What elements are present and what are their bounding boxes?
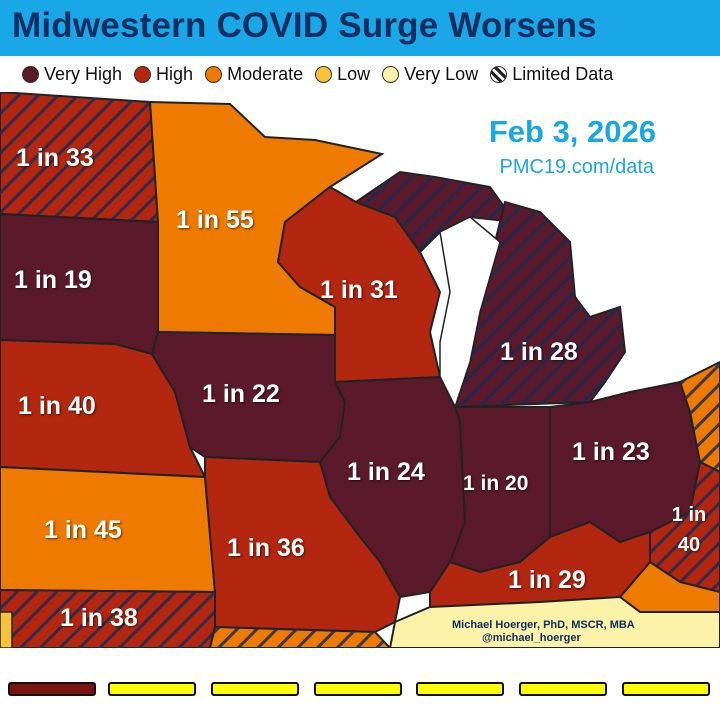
timeline-step-7[interactable] bbox=[622, 682, 710, 696]
timeline-step-2[interactable] bbox=[108, 682, 196, 696]
label-north-dakota: 1 in 33 bbox=[16, 144, 94, 172]
label-illinois: 1 in 24 bbox=[347, 458, 425, 486]
label-kansas: 1 in 45 bbox=[44, 516, 122, 544]
author-credit: Michael Hoerger, PhD, MSCR, MBA @michael… bbox=[452, 619, 635, 645]
timeline-step-3[interactable] bbox=[211, 682, 299, 696]
map: Feb 3, 2026 PMC19.com/data 1 in 33 1 in … bbox=[0, 92, 720, 648]
legend-item-very-low: Very Low bbox=[382, 64, 478, 85]
timeline-step-5[interactable] bbox=[416, 682, 504, 696]
timeline-step-1[interactable] bbox=[8, 682, 96, 696]
legend-label: High bbox=[156, 63, 194, 84]
legend-label: Very High bbox=[44, 63, 123, 84]
label-iowa: 1 in 22 bbox=[202, 380, 280, 408]
page-title: Midwestern COVID Surge Worsens bbox=[12, 6, 597, 45]
region-arkansas-edge bbox=[208, 625, 392, 648]
legend-item-moderate: Moderate bbox=[205, 64, 303, 85]
legend-item-low: Low bbox=[315, 64, 370, 85]
legend-label: Limited Data bbox=[512, 63, 614, 84]
label-ohio: 1 in 23 bbox=[572, 438, 650, 466]
label-south-dakota: 1 in 19 bbox=[14, 266, 92, 294]
label-indiana: 1 in 20 bbox=[463, 472, 529, 495]
region-missouri bbox=[204, 455, 402, 634]
legend-label: Low bbox=[337, 63, 371, 84]
credit-handle: @michael_hoerger bbox=[482, 632, 581, 644]
legend-item-high: High bbox=[134, 64, 193, 85]
hatched-swatch-icon bbox=[490, 65, 508, 83]
region-west-virginia bbox=[649, 460, 720, 594]
label-minnesota: 1 in 55 bbox=[176, 206, 254, 234]
timeline-strip bbox=[0, 648, 720, 720]
low-swatch-icon bbox=[315, 65, 333, 83]
map-source-link[interactable]: PMC19.com/data bbox=[499, 156, 654, 178]
label-west-virginia: 1 in 40 bbox=[671, 504, 707, 556]
credit-name: Michael Hoerger, PhD, MSCR, MBA bbox=[452, 619, 635, 631]
moderate-swatch-icon bbox=[205, 65, 223, 83]
legend-item-very-high: Very High bbox=[22, 64, 122, 85]
legend-label: Very Low bbox=[404, 63, 479, 84]
label-kentucky: 1 in 29 bbox=[508, 566, 586, 594]
lake-michigan bbox=[439, 216, 501, 409]
label-michigan: 1 in 28 bbox=[500, 338, 578, 366]
title-bar: Midwestern COVID Surge Worsens bbox=[0, 0, 720, 56]
label-nebraska: 1 in 40 bbox=[18, 392, 96, 420]
timeline-step-6[interactable] bbox=[519, 682, 607, 696]
legend-item-limited-data: Limited Data bbox=[490, 64, 613, 85]
very-low-swatch-icon bbox=[382, 65, 400, 83]
label-wisconsin: 1 in 31 bbox=[320, 276, 398, 304]
label-missouri: 1 in 36 bbox=[227, 534, 305, 562]
legend: Very High High Moderate Low Very Low Lim… bbox=[0, 56, 720, 92]
region-tennessee bbox=[388, 595, 720, 648]
timeline-step-4[interactable] bbox=[314, 682, 402, 696]
label-oklahoma: 1 in 38 bbox=[60, 604, 138, 632]
region-oklahoma bbox=[0, 588, 216, 648]
region-michigan-upper bbox=[353, 170, 518, 254]
region-colorado-edge bbox=[0, 611, 13, 648]
high-swatch-icon bbox=[134, 65, 152, 83]
legend-label: Moderate bbox=[227, 63, 304, 84]
map-date: Feb 3, 2026 bbox=[488, 114, 656, 149]
map-canvas bbox=[0, 92, 720, 648]
very-high-swatch-icon bbox=[22, 65, 39, 83]
